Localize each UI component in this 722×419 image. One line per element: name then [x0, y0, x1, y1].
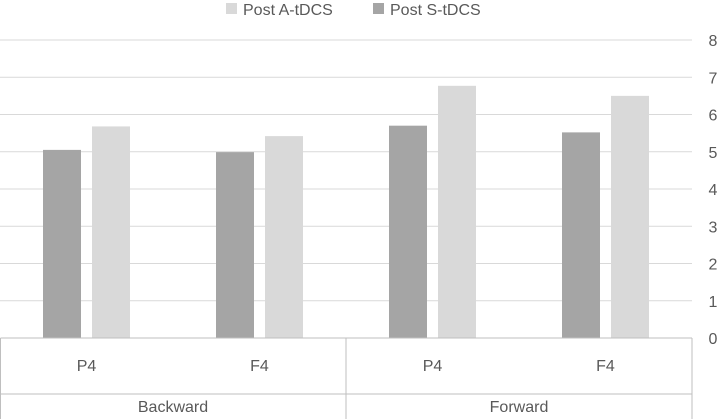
y-tick-label: 5: [709, 145, 718, 162]
y-tick-label: 2: [709, 257, 718, 274]
x-tick-label: F4: [250, 358, 269, 375]
bars: [43, 85, 649, 338]
y-tick-label: 6: [709, 108, 718, 125]
legend: Post A-tDCS Post S-tDCS: [226, 2, 481, 19]
bar: [216, 152, 254, 338]
x-group-label: Forward: [490, 399, 549, 416]
bar: [562, 132, 600, 338]
bar: [438, 85, 476, 338]
y-tick-label: 3: [709, 219, 718, 236]
legend-label: Post S-tDCS: [390, 2, 481, 19]
y-tick-label: 1: [709, 294, 718, 311]
legend-swatch: [373, 3, 384, 14]
x-axis: P4 F4 P4 F4 Backward Forward: [0, 337, 693, 419]
legend-label: Post A-tDCS: [243, 2, 333, 19]
x-tick-label: P4: [423, 358, 443, 375]
bar: [43, 149, 81, 338]
bar: [92, 126, 130, 338]
x-group-label: Backward: [138, 399, 208, 416]
bar: [389, 125, 427, 338]
y-tick-label: 8: [709, 33, 718, 50]
x-tick-label: P4: [77, 358, 97, 375]
bar: [611, 95, 649, 338]
y-axis-ticks: 0 1 2 3 4 5 6 7 8: [709, 33, 718, 348]
bar: [265, 136, 303, 338]
legend-swatch: [226, 3, 237, 14]
y-tick-label: 4: [709, 182, 718, 199]
x-tick-label: F4: [596, 358, 615, 375]
y-tick-label: 0: [709, 331, 718, 348]
y-tick-label: 7: [709, 70, 718, 87]
